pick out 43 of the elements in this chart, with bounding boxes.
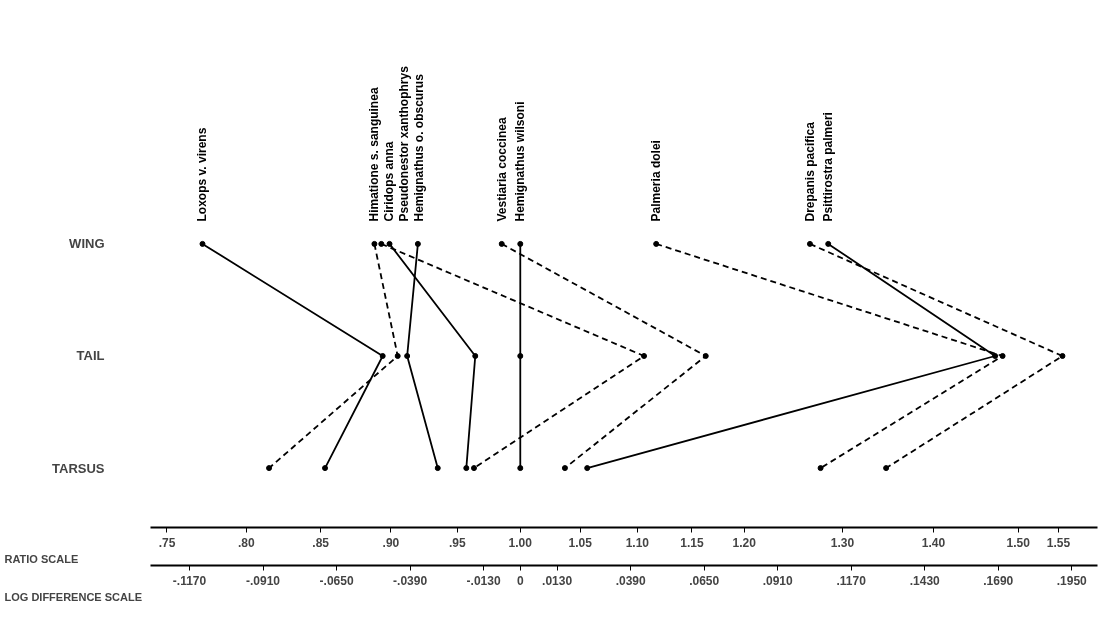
x-axis-title: RATIO SCALE <box>4 552 79 565</box>
x2-tick-label: .0130 <box>542 573 573 588</box>
text: Drepanis pacifica <box>802 121 817 222</box>
x2-tick-label: -.0650 <box>319 573 354 588</box>
text: Hemignathus wilsoni <box>513 101 528 222</box>
text: Himatione s. sanguinea <box>367 87 382 222</box>
x2-tick-label: .0650 <box>689 573 720 588</box>
x2-tick-label: -.1170 <box>172 573 207 588</box>
x-tick-label: 1.10 <box>625 535 650 550</box>
text: Palmeria dolei <box>649 140 664 222</box>
x2-tick-label: .0390 <box>615 573 646 588</box>
x2-axis-title: LOG DIFFERENCE SCALE <box>4 590 143 603</box>
x-tick-label: 1.30 <box>830 535 855 550</box>
x2-tick-label: .1430 <box>909 573 941 588</box>
x2-tick-label: -.0130 <box>466 573 501 588</box>
y-tick-label: TARSUS <box>52 460 105 476</box>
x-tick-label: .95 <box>448 535 466 550</box>
x2-tick-label: .0910 <box>762 573 794 588</box>
x2-tick-label: -.0390 <box>393 573 428 588</box>
x2-tick-label: -.0910 <box>246 573 281 588</box>
x-tick-label: .90 <box>382 535 400 550</box>
x2-tick-label: .1170 <box>836 573 867 588</box>
x2-tick-label: .1690 <box>983 573 1014 588</box>
x-tick-label: 1.20 <box>732 535 757 550</box>
x2-tick-label: .1950 <box>1056 573 1088 588</box>
text: Vestiaria coccinea <box>494 117 509 222</box>
x-tick-label: 1.50 <box>1006 535 1031 550</box>
x-tick-label: 1.00 <box>508 535 533 550</box>
y-tick-label: TAIL <box>76 348 105 364</box>
x-tick-label: .75 <box>158 535 176 550</box>
x-tick-label: 1.15 <box>680 535 704 550</box>
text: Psittirostra palmeri <box>821 112 836 222</box>
text: Pseudonestor xanthophrys <box>397 65 412 222</box>
x-tick-label: .80 <box>237 535 255 550</box>
text: Loxops v. virens <box>195 127 210 222</box>
y-tick-label: WING <box>69 236 105 252</box>
text: Hemignathus o. obscurus <box>412 73 427 222</box>
x-tick-label: 1.05 <box>568 535 593 550</box>
x-tick-label: .85 <box>312 535 330 550</box>
x-tick-label: 1.40 <box>921 535 946 550</box>
x-tick-label: 1.55 <box>1046 535 1071 550</box>
x2-tick-label: 0 <box>517 573 525 588</box>
text: Ciridops anna <box>382 141 397 222</box>
